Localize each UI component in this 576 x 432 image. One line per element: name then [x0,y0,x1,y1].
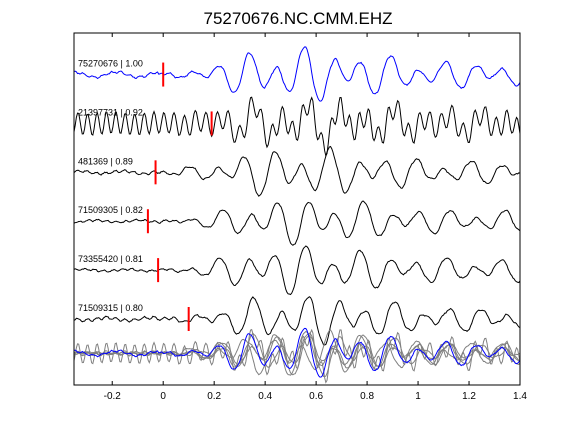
stack-reference-line [73,327,521,378]
x-tick-label: -0.2 [104,391,122,402]
trace-label: 71509315 | 0.80 [78,303,143,313]
stack-trace-line [73,328,521,384]
phase-picks [146,62,213,331]
trace-label: 481369 | 0.89 [78,156,133,166]
trace-label: 73355420 | 0.81 [78,254,143,264]
x-tick-label: 0.6 [309,391,323,402]
x-tick-label: 1.4 [513,391,527,402]
x-tick-label: 1 [415,391,421,402]
x-tick-label: 0.2 [207,391,221,402]
plot-frame [73,32,521,386]
traces-group [73,46,521,346]
x-tick-label: 1.2 [462,391,476,402]
chart-title: 75270676.NC.CMM.EHZ [204,9,393,28]
trace-label: 71509305 | 0.82 [78,205,143,215]
trace-label: 75270676 | 1.00 [78,59,143,69]
x-tick-label: 0.8 [360,391,374,402]
axes-frame [73,32,521,386]
x-tick-label: 0.4 [258,391,272,402]
x-tick-label: 0 [160,391,166,402]
stack-trace-line [73,329,521,376]
trace-label: 21397731 | 0.92 [78,107,143,117]
x-axis-ticks: -0.2 0 0.2 0.4 0.6 0.8 1 1.2 1.4 [104,33,527,402]
stack-trace-line [73,330,521,376]
trace-line [73,145,521,197]
trace-line [73,296,521,346]
trace-line [73,245,521,296]
trace-line [73,96,521,158]
trace-line [73,46,521,102]
stacked-traces [73,327,521,384]
trace-labels: 75270676 | 1.00 21397731 | 0.92 481369 | 0… [78,59,143,313]
